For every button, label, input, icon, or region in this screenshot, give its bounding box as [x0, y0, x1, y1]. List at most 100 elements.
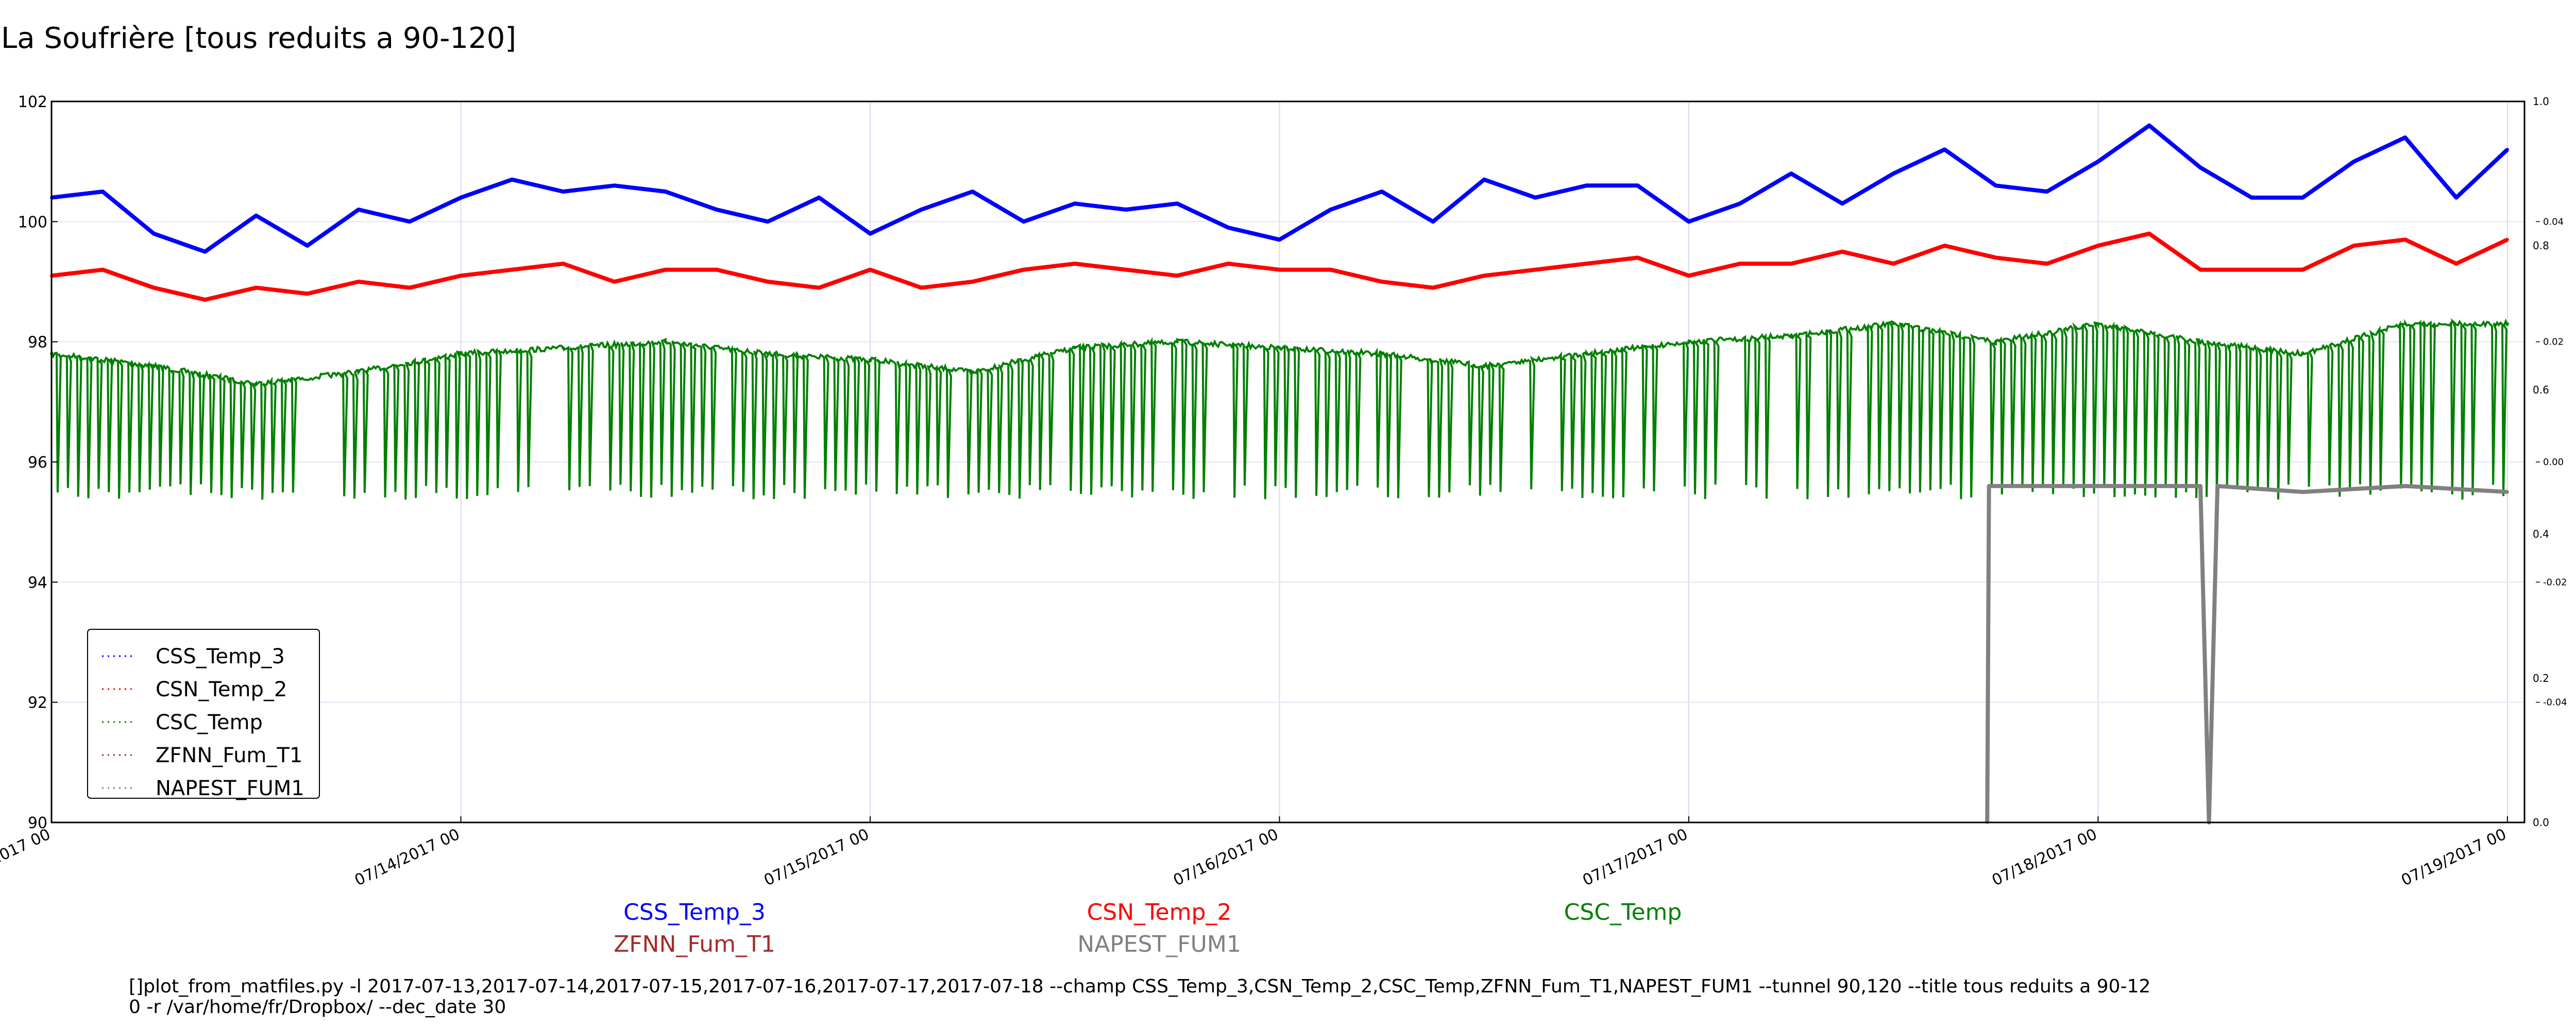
data-point	[357, 370, 360, 373]
right-outer-tick-label: 0.04	[2543, 216, 2564, 227]
data-point	[101, 190, 105, 193]
data-point	[1840, 250, 1844, 253]
data-point	[971, 370, 974, 373]
series-csc-temp	[50, 318, 2509, 500]
data-point	[1073, 346, 1077, 350]
data-point	[255, 214, 258, 217]
data-point	[1636, 256, 1639, 260]
right-outer-tick-label: -0.04	[2543, 697, 2567, 708]
right-inner-tick-label: 0.4	[2533, 528, 2549, 540]
legend-label-zfnn-fum-t1: ZFNN_Fum_T1	[156, 744, 302, 767]
data-point	[562, 346, 565, 350]
data-point	[1585, 352, 1588, 355]
data-point	[2199, 166, 2202, 169]
right-inner-tick-label: 1.0	[2533, 95, 2549, 108]
data-point	[1943, 244, 1946, 247]
data-point	[2096, 322, 2100, 325]
right-inner-tick-label: 0.2	[2533, 672, 2549, 684]
data-point	[510, 268, 514, 271]
data-point	[1227, 226, 1230, 229]
y-tick-label: 96	[28, 454, 47, 472]
series-csn-temp-2	[50, 231, 2509, 302]
data-point	[613, 184, 616, 187]
data-point	[971, 280, 974, 283]
data-point	[1073, 262, 1077, 265]
legend-label-css-temp-3: CSS_Temp_3	[156, 645, 285, 668]
data-point	[2250, 268, 2253, 271]
data-point	[715, 208, 718, 211]
data-point	[2199, 484, 2202, 488]
command-line-2: 0 -r /var/home/fr/Dropbox/ --dec_date 30	[129, 997, 506, 1018]
data-point	[1892, 172, 1895, 175]
data-point	[2301, 352, 2304, 355]
data-point	[1124, 268, 1128, 271]
data-point	[1585, 262, 1588, 265]
command-line-1: []plot_from_matfiles.py -l 2017-07-13,20…	[129, 976, 2151, 997]
data-point	[2045, 262, 2049, 265]
y-tick-label: 90	[28, 814, 47, 832]
data-point	[664, 340, 667, 344]
data-point	[2199, 268, 2202, 271]
data-point	[1124, 208, 1128, 211]
x-tick-label: 07/19/2017 00	[2399, 826, 2510, 890]
data-point	[1175, 202, 1179, 205]
chart-title: La Soufrière [tous reduits a 90-120]	[1, 22, 517, 55]
data-point	[869, 268, 872, 271]
data-point	[2505, 322, 2509, 325]
data-point	[664, 268, 667, 271]
right-outer-tick-label: 0.02	[2543, 337, 2564, 348]
data-point	[203, 298, 207, 301]
data-point	[1431, 220, 1435, 224]
data-point	[1278, 238, 1281, 242]
y-tick-label: 98	[28, 334, 47, 352]
data-point	[1278, 268, 1281, 271]
data-point	[2403, 484, 2407, 488]
series-line	[1985, 484, 2508, 825]
x-tick-label: 07/17/2017 00	[1580, 826, 1691, 890]
data-point	[1738, 262, 1742, 265]
grid	[51, 101, 2524, 823]
x-axis: 07/13/2017 00 07/14/2017 00 07/15/2017 00 0…	[0, 816, 2509, 889]
data-point	[1022, 220, 1025, 224]
data-point	[715, 268, 718, 271]
data-point	[2096, 484, 2100, 488]
x-tick-label: 07/15/2017 00	[761, 826, 872, 890]
data-point	[2352, 160, 2355, 163]
data-point	[869, 232, 872, 235]
y-axis: 90 92 94 96 98 100 102	[18, 93, 58, 832]
data-point	[1943, 148, 1946, 151]
data-point	[510, 178, 514, 181]
data-point	[1175, 340, 1179, 344]
data-point	[1431, 286, 1435, 289]
data-point	[1994, 340, 1997, 344]
data-point	[152, 232, 156, 235]
data-point	[2301, 196, 2304, 199]
data-point	[766, 280, 770, 283]
data-point	[2403, 136, 2407, 139]
data-point	[562, 262, 565, 265]
legend-label-csc-temp: CSC_Temp	[156, 711, 263, 734]
data-point	[1687, 220, 1690, 224]
data-point	[971, 190, 974, 193]
right-inner-tick-label: 0.0	[2533, 816, 2549, 829]
data-point	[2147, 124, 2151, 127]
plot-area	[50, 123, 2509, 825]
data-point	[1073, 202, 1077, 205]
data-point	[2301, 268, 2304, 271]
data-point	[2096, 160, 2100, 163]
data-point	[869, 358, 872, 362]
data-point	[459, 274, 463, 278]
data-point	[357, 280, 360, 283]
data-point	[2352, 244, 2355, 247]
data-point	[459, 352, 463, 355]
legend-label-csn-temp-2: CSN_Temp_2	[156, 678, 287, 701]
data-point	[203, 250, 207, 253]
legend-label-napest-fum1: NAPEST_FUM1	[156, 777, 304, 800]
data-point	[766, 352, 770, 355]
data-point	[459, 196, 463, 199]
bottom-label-css-temp-3: CSS_Temp_3	[623, 899, 766, 925]
data-point	[2403, 238, 2407, 242]
x-tick-label: 07/16/2017 00	[1171, 826, 1281, 890]
data-point	[1227, 262, 1230, 265]
x-tick-label: 07/14/2017 00	[352, 826, 463, 890]
